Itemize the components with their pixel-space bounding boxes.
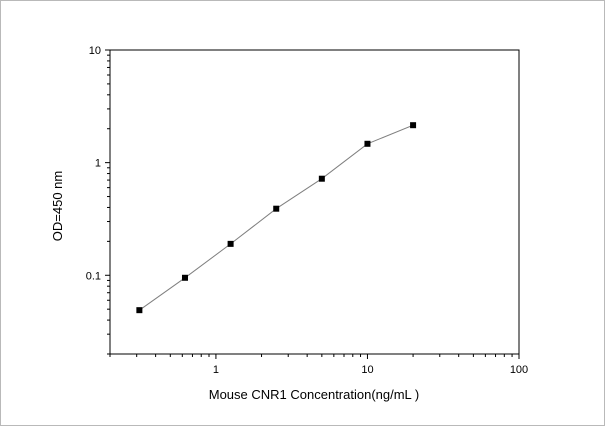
data-point [227, 240, 234, 247]
series-lines [139, 124, 414, 311]
data-point [410, 122, 417, 129]
data-point [181, 274, 188, 281]
x-tick-label: 1 [213, 364, 219, 376]
y-axis-title: OD=450 nm [50, 171, 65, 241]
y-axis-tick-labels: 0.1 1 10 [86, 45, 101, 282]
x-axis-ticks [109, 354, 520, 359]
y-tick-label: 10 [89, 45, 101, 57]
x-axis-title: Mouse CNR1 Concentration(ng/mL ) [209, 387, 420, 402]
data-point [273, 205, 280, 212]
plot-area [109, 49, 520, 355]
y-tick-label: 0.1 [86, 270, 101, 282]
data-point [364, 140, 371, 147]
series-line [139, 124, 414, 311]
data-point [318, 175, 325, 182]
x-tick-label: 100 [510, 364, 528, 376]
data-point [136, 307, 143, 314]
y-tick-label: 1 [95, 158, 101, 170]
x-tick-label: 10 [361, 364, 373, 376]
series-points [136, 122, 417, 314]
x-axis-tick-labels: 1 10 100 [213, 364, 528, 376]
y-axis-ticks [105, 49, 110, 355]
